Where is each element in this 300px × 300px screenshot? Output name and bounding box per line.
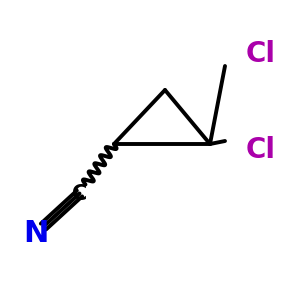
Text: C: C <box>72 184 87 203</box>
Text: Cl: Cl <box>246 40 276 68</box>
Text: Cl: Cl <box>246 136 276 164</box>
Text: N: N <box>23 220 49 248</box>
